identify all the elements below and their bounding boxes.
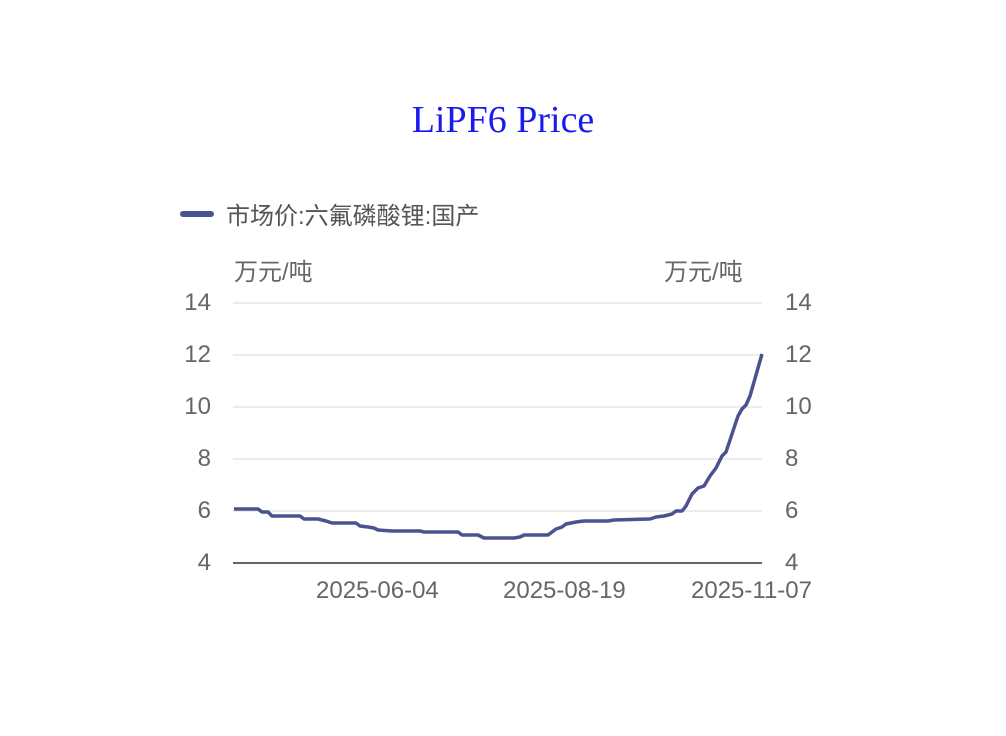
y-tick-right: 6: [785, 497, 799, 524]
y-tick-left: 6: [197, 497, 211, 524]
x-tick: 2025-11-07: [691, 577, 812, 604]
y-tick-right: 12: [785, 341, 812, 368]
x-tick: 2025-08-19: [503, 577, 626, 604]
x-tick: 2025-06-04: [316, 577, 439, 604]
legend-label: 市场价:六氟磷酸锂:国产: [226, 203, 480, 230]
y-tick-left: 4: [197, 549, 211, 576]
y-tick-left: 12: [184, 341, 211, 368]
price-line: [234, 353, 764, 540]
y-tick-left: 10: [184, 393, 211, 420]
y-axis-left-unit: 万元/吨: [234, 259, 313, 286]
legend[interactable]: 市场价:六氟磷酸锂:国产: [180, 196, 479, 231]
y-tick-right: 14: [785, 289, 812, 316]
y-axis-right-unit: 万元/吨: [664, 259, 743, 286]
chart-title: LiPF6 Price: [411, 99, 595, 141]
legend-line-icon: [180, 210, 214, 217]
gridlines: [233, 302, 762, 512]
y-tick-left: 14: [184, 289, 211, 316]
y-tick-left: 8: [197, 445, 211, 472]
y-tick-right: 4: [785, 549, 799, 576]
y-tick-right: 8: [785, 445, 799, 472]
y-tick-right: 10: [785, 393, 812, 420]
